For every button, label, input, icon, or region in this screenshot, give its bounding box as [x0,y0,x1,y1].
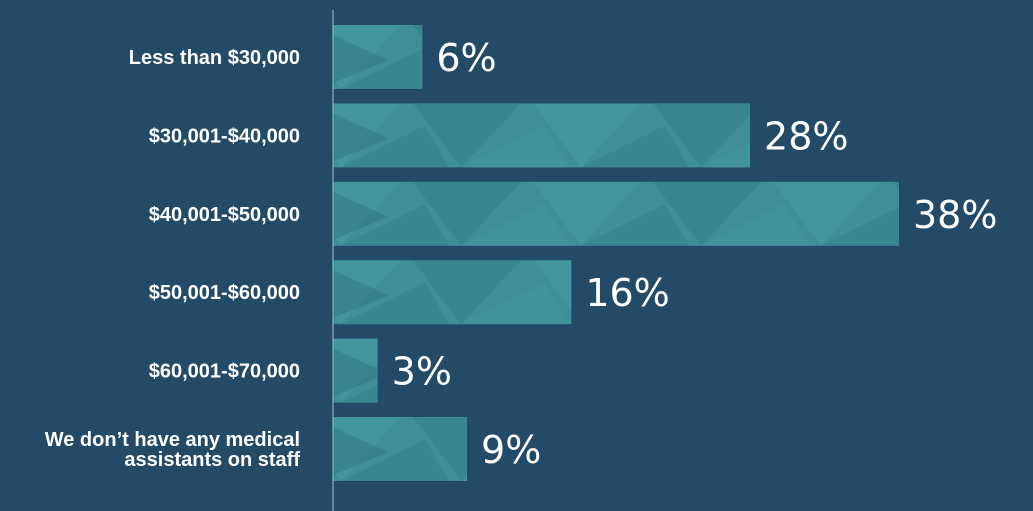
bars-layer [333,25,899,481]
bar-group [333,25,423,89]
bar-texture [333,417,468,481]
bar-texture [333,338,378,403]
bar-facet [413,103,521,168]
bar-texture [333,260,572,325]
bar-facet [533,260,572,312]
bar-facet [341,384,378,403]
value-label: 28% [764,114,848,158]
bar-texture [333,181,899,246]
category-label: assistants on staff [124,449,300,471]
bar-group [333,338,378,403]
bar [333,103,751,168]
bar-facet [653,181,761,246]
bar-facet [653,103,751,168]
bar-facet [701,204,809,246]
category-label: $30,001-$40,000 [149,125,300,147]
labels-layer: 6% Less than $30,000 28% $30,001-$40,000 38%… [45,36,998,472]
bar-facet [333,191,388,240]
value-label: 3% [392,350,452,394]
bar-group [333,103,751,168]
bar-facet [333,427,388,475]
bar-facet [701,143,751,168]
category-label: We don’t have any medical [45,429,300,451]
bar-facet [893,181,899,190]
category-label: $60,001-$70,000 [149,361,300,383]
bar-facet [581,204,689,246]
bar-facet [341,439,449,481]
bar-facet [413,25,423,38]
bar [333,181,899,246]
category-label: $50,001-$60,000 [149,282,300,304]
value-label: 6% [436,36,496,80]
bar-facet [533,103,641,168]
bar-facet [333,35,388,83]
bar-facet [341,48,423,89]
bar-facet [333,348,378,397]
value-label: 9% [481,428,541,472]
bar-facet [341,125,449,168]
value-label: 38% [913,193,997,237]
bar-facet [333,113,388,162]
bar-facet [413,181,521,246]
category-label: Less than $30,000 [129,47,300,69]
bar-group [333,181,899,246]
bar-facet [461,204,569,246]
bar-facet [461,125,569,168]
bar-facet [333,270,388,319]
bar-facet [461,478,468,481]
bar-facet [533,181,641,246]
category-label: $40,001-$50,000 [149,204,300,226]
bar-texture [333,103,751,168]
value-label: 16% [585,271,669,315]
bar-facet [413,260,521,325]
bar-group [333,260,572,325]
bar-facet [581,125,689,168]
bar-facet [773,181,881,246]
bar-facet [413,417,468,481]
bar-facet [341,204,449,246]
bar-facet [341,282,449,325]
bar-facet [821,207,899,246]
bar-texture [333,25,423,89]
bar-group [333,417,468,481]
bar-facet [461,282,569,325]
